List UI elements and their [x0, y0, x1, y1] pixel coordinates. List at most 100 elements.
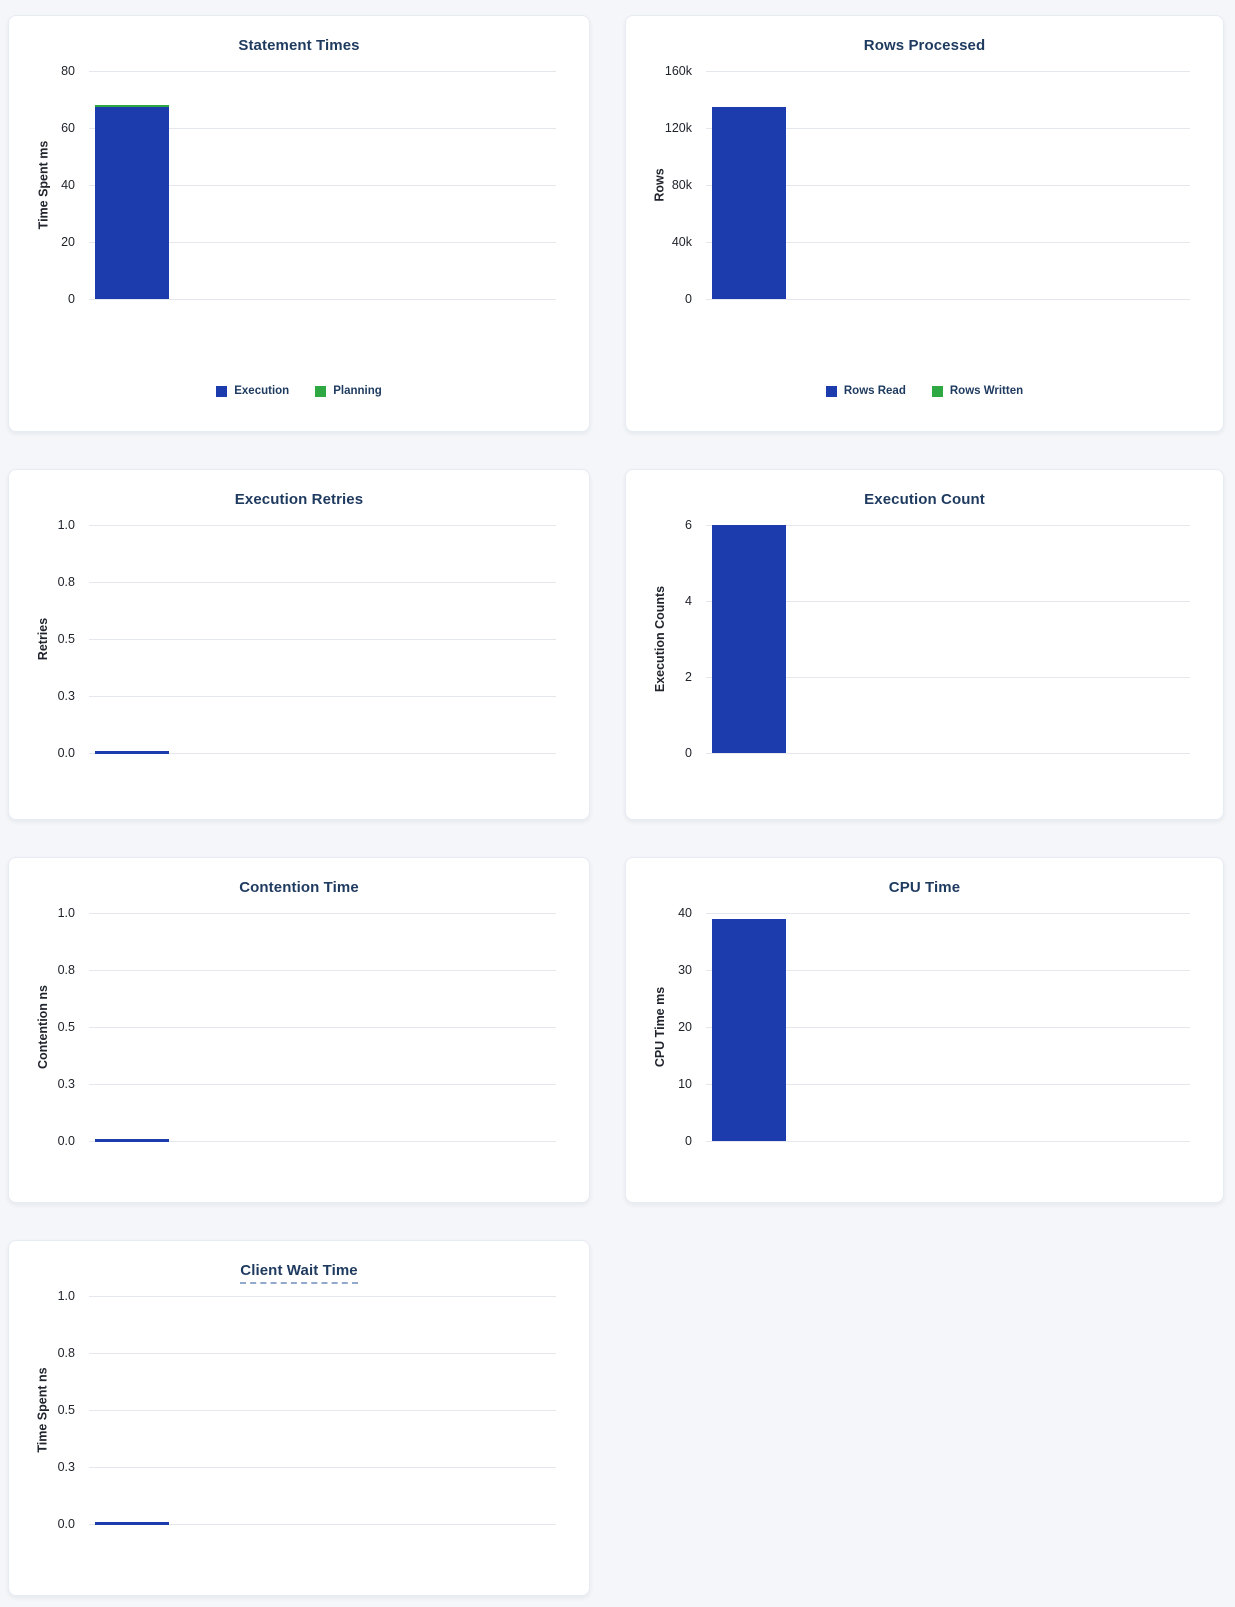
plot-area: 80 60 40 20 0	[61, 64, 556, 306]
plot-area: 160k 120k 80k 40k 0	[665, 64, 1190, 306]
legend-swatch-icon	[931, 385, 943, 397]
plot-area: 1.0 0.8 0.5 0.3 0.0	[58, 906, 556, 1148]
y-tick-label: 1.0	[57, 906, 75, 920]
gridline	[706, 753, 1190, 754]
gridline	[89, 185, 556, 186]
bar-cpu-time[interactable]	[712, 919, 786, 1141]
plot-area: 1.0 0.8 0.5 0.3 0.0	[58, 1289, 556, 1531]
bar-execution[interactable]	[95, 107, 169, 299]
gridline	[89, 1467, 556, 1468]
y-tick-label: 80	[61, 64, 75, 78]
legend-item-rows-read: Rows Read	[825, 385, 906, 397]
gridline	[89, 1353, 556, 1354]
chart-title: Rows Processed	[626, 37, 1223, 54]
gridline	[89, 913, 556, 914]
y-tick-label: 0.5	[57, 1020, 75, 1034]
gridline	[706, 299, 1190, 300]
bar-execution-count[interactable]	[712, 525, 786, 753]
bar-planning[interactable]	[95, 105, 169, 107]
gridline	[89, 696, 556, 697]
chart-card-contention-time: Contention Time Contention ns 1.0 0.8 0.5 0.3…	[8, 857, 590, 1203]
y-tick-label: 120k	[664, 121, 692, 135]
y-tick-label: 1.0	[57, 1289, 75, 1303]
bar-execution-retries[interactable]	[95, 751, 169, 754]
gridline	[89, 1296, 556, 1297]
chart-title-text: Contention Time	[239, 879, 359, 896]
gridline	[706, 913, 1190, 914]
y-tick-label: 20	[61, 235, 75, 249]
gridline	[89, 582, 556, 583]
legend-item-planning: Planning	[315, 385, 382, 397]
y-tick-label: 60	[61, 121, 75, 135]
chart-title: CPU Time	[626, 879, 1223, 896]
y-tick-label: 40	[678, 906, 692, 920]
legend-label: Planning	[333, 385, 382, 397]
y-tick-label: 6	[685, 518, 692, 532]
y-tick-label: 0.8	[57, 1346, 75, 1360]
chart-title: Execution Retries	[9, 491, 589, 508]
gridline	[706, 128, 1190, 129]
chart-title-text[interactable]: Client Wait Time	[240, 1262, 358, 1284]
chart-title-text: Rows Processed	[863, 37, 986, 54]
legend-label: Execution	[234, 385, 290, 397]
y-tick-label: 40k	[671, 235, 692, 249]
y-tick-label: 0	[685, 292, 692, 306]
chart-card-client-wait-time: Client Wait Time Time Spent ns 1.0 0.8 0.5 0.…	[8, 1240, 590, 1596]
gridline	[89, 1410, 556, 1411]
legend-label: Rows Read	[843, 385, 906, 397]
gridline	[89, 71, 556, 72]
bar-client-wait-time[interactable]	[95, 1522, 169, 1525]
chart-title: Contention Time	[9, 879, 589, 896]
legend-swatch-icon	[825, 385, 837, 397]
gridline	[706, 601, 1190, 602]
legend-item-execution: Execution	[216, 385, 289, 397]
gridline	[89, 242, 556, 243]
y-tick-label: 30	[678, 963, 692, 977]
bar-rows-read[interactable]	[712, 107, 786, 299]
y-tick-label: 20	[678, 1020, 692, 1034]
y-tick-label: 0	[685, 746, 692, 760]
y-tick-label: 0.5	[57, 1403, 75, 1417]
gridline	[706, 1141, 1190, 1142]
plot-area: 1.0 0.8 0.5 0.3 0.0	[58, 518, 556, 760]
chart-card-execution-count: Execution Count Execution Counts 6 4 2 0	[625, 469, 1224, 820]
gridline	[706, 71, 1190, 72]
y-tick-label: 0.8	[57, 963, 75, 977]
chart-title-text: Statement Times	[238, 37, 360, 54]
y-tick-label: 40	[61, 178, 75, 192]
chart-title: Client Wait Time	[9, 1262, 589, 1284]
y-tick-label: 0	[685, 1134, 692, 1148]
gridline	[89, 1027, 556, 1028]
y-tick-label: 0.0	[57, 1134, 75, 1148]
gridline	[89, 1084, 556, 1085]
legend-item-rows-written: Rows Written	[931, 385, 1023, 397]
y-tick-label: 4	[685, 594, 692, 608]
chart-title-text: Execution Retries	[234, 491, 364, 508]
chart-title: Statement Times	[9, 37, 589, 54]
chart-title: Execution Count	[626, 491, 1223, 508]
bar-contention-time[interactable]	[95, 1139, 169, 1142]
chart-card-rows-processed: Rows Processed Rows 160k 120k 80k 40k 0 Rows Re…	[625, 15, 1224, 432]
y-tick-label: 0	[68, 292, 75, 306]
chart-title-text: CPU Time	[888, 879, 961, 896]
gridline	[89, 970, 556, 971]
plot-area: 6 4 2 0	[685, 518, 1190, 760]
gridline	[89, 299, 556, 300]
legend: Execution Planning	[9, 385, 589, 397]
y-tick-label: 0.3	[57, 1077, 75, 1091]
gridline	[89, 128, 556, 129]
y-tick-label: 1.0	[57, 518, 75, 532]
gridline	[706, 1027, 1190, 1028]
y-tick-label: 0.3	[57, 1460, 75, 1474]
gridline	[706, 677, 1190, 678]
gridline	[706, 970, 1190, 971]
y-tick-label: 0.0	[57, 1517, 75, 1531]
gridline	[89, 525, 556, 526]
gridline	[706, 185, 1190, 186]
gridline	[706, 525, 1190, 526]
gridline	[89, 1141, 556, 1142]
y-tick-label: 0.8	[57, 575, 75, 589]
y-axis-title: Execution Counts	[632, 525, 688, 753]
gridline	[89, 1524, 556, 1525]
chart-title-text: Execution Count	[864, 491, 985, 508]
